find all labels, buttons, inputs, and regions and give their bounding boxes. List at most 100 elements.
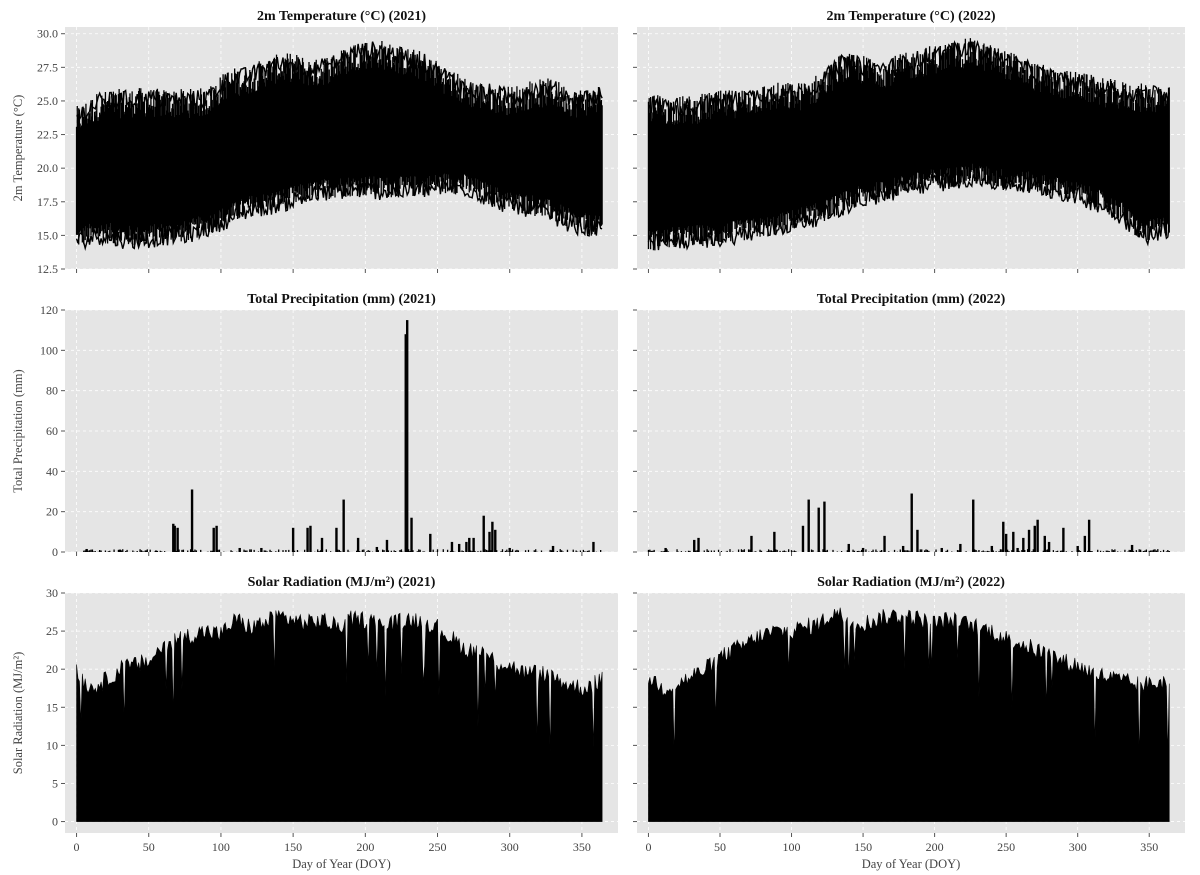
temperature-max-line <box>76 41 603 122</box>
data-layer <box>76 610 603 822</box>
panel-4: Total Precipitation (mm) (2022) <box>633 292 1185 556</box>
temperature-series <box>75 41 603 246</box>
data-layer <box>648 607 1170 822</box>
precipitation-noise <box>647 549 1170 552</box>
precipitation-bar <box>238 547 241 552</box>
y-axis-label: Solar Radiation (MJ/m²) <box>11 652 25 775</box>
x-tick-label: 50 <box>714 840 726 854</box>
y-tick-label: 120 <box>40 303 58 317</box>
precipitation-bar <box>990 545 994 552</box>
y-tick-label: 10 <box>46 738 58 752</box>
panel-title: Total Precipitation (mm) (2021) <box>247 292 436 307</box>
y-tick-label: 60 <box>46 424 58 438</box>
y-tick-label: 27.5 <box>37 60 58 74</box>
precipitation-bar <box>404 334 407 552</box>
precipitation-bar <box>847 543 850 552</box>
precipitation-bar <box>494 529 497 552</box>
precipitation-bar <box>940 547 943 552</box>
precipitation-bar <box>173 525 176 552</box>
y-tick-label: 30 <box>46 586 58 600</box>
y-tick-label: 80 <box>46 384 58 398</box>
precipitation-bar <box>306 527 309 552</box>
panel-1: 12.5 15.0 17.5 20.0 22.5 25.0 27.5 30.0 2m Tempe… <box>11 9 618 276</box>
precipitation-bar <box>1022 537 1025 552</box>
data-layer <box>647 38 1170 251</box>
precipitation-bar <box>472 537 475 552</box>
y-tick-label: 25.0 <box>37 94 58 108</box>
precipitation-bar <box>215 525 218 552</box>
precipitation-bar <box>335 527 338 552</box>
y-tick-label: 15 <box>46 700 58 714</box>
precipitation-bar <box>959 543 962 552</box>
precipitation-bar <box>901 545 905 552</box>
precipitation-bar <box>1002 521 1005 552</box>
precipitation-bar <box>817 507 820 552</box>
precipitation-bar <box>823 501 826 552</box>
precipitation-bar <box>1004 533 1008 552</box>
panel-title: 2m Temperature (°C) (2022) <box>826 9 995 24</box>
x-tick-label: 100 <box>783 840 801 854</box>
precipitation-bar <box>385 539 389 552</box>
precipitation-bar <box>1130 544 1134 552</box>
x-tick-label: 0 <box>74 840 80 854</box>
x-tick-label: 350 <box>573 840 591 854</box>
y-tick-label: 20.0 <box>37 161 58 175</box>
precipitation-bar <box>916 529 919 552</box>
y-tick-label: 0 <box>52 815 58 829</box>
precipitation-bar <box>172 523 175 552</box>
x-tick-label: 300 <box>1069 840 1087 854</box>
precipitation-bar <box>801 525 805 552</box>
precipitation-bar <box>144 550 148 552</box>
precipitation-bar <box>309 525 312 552</box>
precipitation-bar <box>1033 525 1036 552</box>
precipitation-bar <box>861 547 865 552</box>
y-tick-label: 15.0 <box>37 228 58 242</box>
y-tick-label: 5 <box>52 776 58 790</box>
x-axis-label: Day of Year (DOY) <box>292 857 391 871</box>
precipitation-bar <box>750 535 753 552</box>
panel-6: 0 50 100 150 200 250 300 350 Solar Radiation (MJ… <box>633 575 1185 871</box>
x-tick-label: 0 <box>645 840 651 854</box>
x-tick-label: 50 <box>143 840 155 854</box>
precipitation-bar <box>807 499 810 552</box>
x-tick-label: 200 <box>356 840 374 854</box>
y-tick-label: 100 <box>40 343 58 357</box>
precipitation-bar <box>773 531 776 552</box>
y-tick-label: 12.5 <box>37 262 58 276</box>
precipitation-bar <box>1062 527 1065 552</box>
precipitation-bar <box>375 546 379 552</box>
precipitation-bar <box>592 541 595 552</box>
x-tick-label: 150 <box>854 840 872 854</box>
precipitation-bar <box>154 550 158 552</box>
precipitation-bar <box>491 521 494 552</box>
precipitation-bar <box>291 527 295 552</box>
precipitation-bar <box>176 527 179 552</box>
precipitation-bar <box>465 541 468 552</box>
temperature-max-line <box>648 39 1170 118</box>
y-axis-label: Total Precipitation (mm) <box>11 369 25 492</box>
precipitation-bar <box>1027 529 1031 552</box>
precipitation-bar <box>1016 547 1019 552</box>
precipitation-bar <box>260 547 263 552</box>
precipitation-bar <box>190 489 194 552</box>
precipitation-bar <box>320 537 324 552</box>
precipitation-bar <box>457 543 461 552</box>
x-tick-label: 250 <box>997 840 1015 854</box>
precipitation-bar <box>1047 541 1051 552</box>
precipitation-bar <box>883 535 886 552</box>
precipitation-bar <box>1043 535 1046 552</box>
precipitation-bar <box>342 499 345 552</box>
precipitation-bar <box>551 545 555 552</box>
solar-radiation-area <box>648 607 1170 822</box>
x-tick-label: 200 <box>926 840 944 854</box>
data-layer <box>75 320 602 552</box>
precipitation-bar <box>468 537 471 552</box>
y-tick-label: 40 <box>46 464 58 478</box>
panel-title: Total Precipitation (mm) (2022) <box>817 292 1006 307</box>
panel-title: 2m Temperature (°C) (2021) <box>257 9 426 24</box>
y-axis-label: 2m Temperature (°C) <box>11 95 25 202</box>
y-tick-label: 25 <box>46 624 58 638</box>
temperature-min-line <box>75 177 603 252</box>
temperature-min-line <box>647 169 1170 251</box>
